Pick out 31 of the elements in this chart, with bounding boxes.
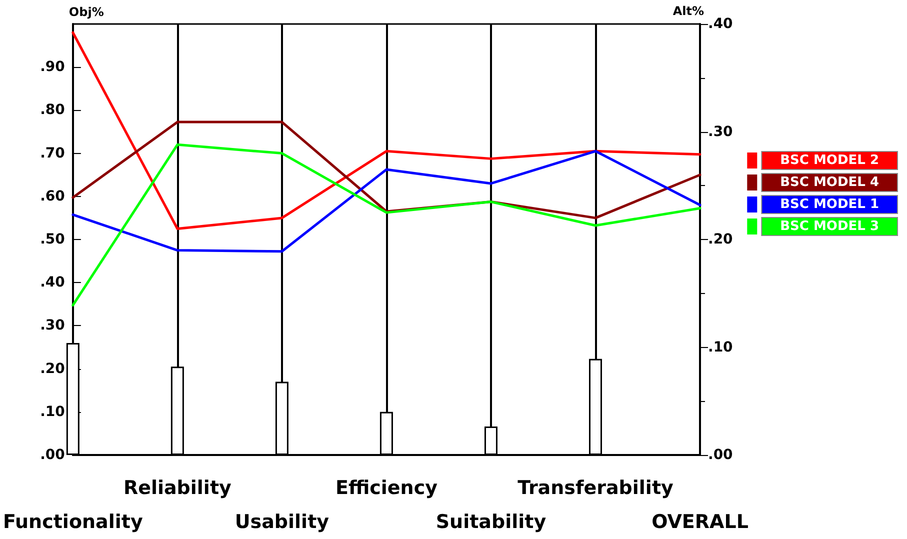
legend-label: BSC MODEL 1: [780, 197, 880, 212]
y-axis-title: Obj%: [68, 5, 104, 19]
x-tick-label: OVERALL: [652, 511, 748, 533]
y-tick-label: .00: [40, 447, 66, 463]
y-tick-label: .10: [40, 404, 66, 420]
x-tick-label: Reliability: [123, 477, 232, 499]
y-tick-label: .40: [40, 274, 66, 291]
line-series: [72, 150, 702, 253]
y-tick-label: .60: [40, 188, 66, 204]
y2-tick-label: .00: [708, 447, 734, 463]
y2-tick-label: .10: [708, 339, 734, 356]
y-tick-label: .50: [40, 232, 66, 248]
legend-label: BSC MODEL 3: [780, 219, 880, 234]
legend-label: BSC MODEL 2: [780, 153, 880, 168]
x-tick-label: Transferability: [518, 477, 674, 499]
y-tick-label: .20: [40, 360, 66, 377]
legend-label: BSC MODEL 4: [780, 175, 880, 190]
line-series: [72, 143, 702, 306]
y-tick-label: .80: [40, 102, 66, 118]
y-tick-label: .30: [40, 318, 66, 334]
y-tick-label: .90: [40, 59, 66, 76]
y-tick-label: .70: [40, 145, 66, 162]
y2-tick-label: .30: [708, 124, 734, 140]
y2-tick-label: .40: [708, 16, 734, 32]
line-series: [72, 31, 702, 230]
x-tick-label: Suitability: [436, 511, 547, 533]
y2-tick-label: .20: [708, 232, 734, 248]
x-tick-label: Usability: [234, 511, 330, 533]
x-tick-label: Functionality: [2, 511, 144, 533]
y2-axis-title: Alt%: [672, 4, 704, 18]
x-tick-label: Efficiency: [335, 477, 438, 499]
